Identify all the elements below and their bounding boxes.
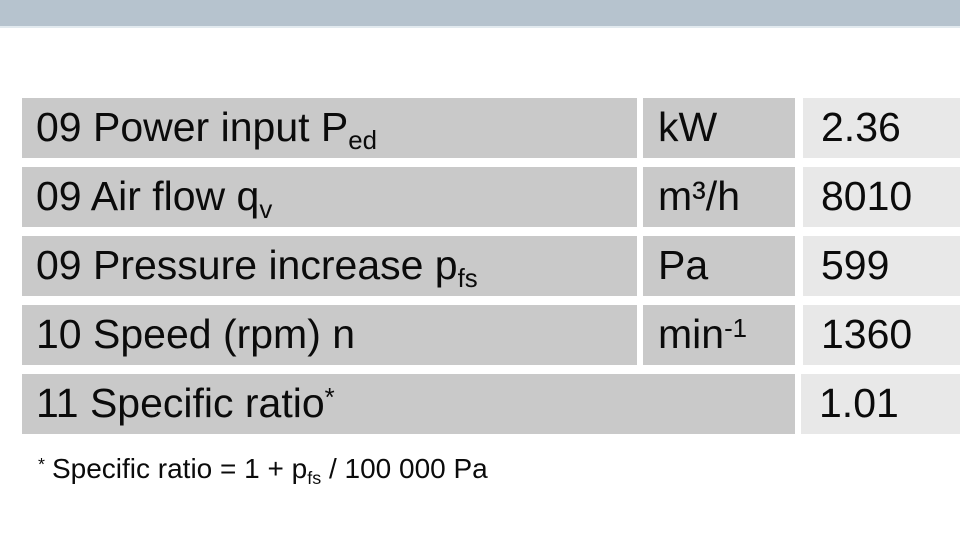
row-label-cell: 09 Power input Ped	[22, 98, 637, 158]
footnote-text: Specific ratio = 1 + p	[51, 453, 308, 484]
row-label-cell: 09 Air flow qv	[22, 167, 637, 227]
table-row: 09 Air flow qv m³/h 8010	[22, 167, 960, 227]
row-value: 8010	[821, 173, 913, 219]
row-value: 2.36	[821, 104, 901, 150]
row-unit: m³/h	[658, 173, 740, 219]
table-row: 11 Specific ratio* 1.01	[22, 374, 960, 434]
row-label: 09 Pressure increase p	[36, 242, 458, 288]
spec-table: 09 Power input Ped kW 2.36 09 Air flow q…	[22, 98, 960, 434]
row-value-cell: 8010	[803, 167, 960, 227]
footnote-subscript: fs	[307, 467, 322, 488]
footnote-tail: / 100 000 Pa	[321, 453, 488, 484]
row-label-subscript: fs	[457, 264, 478, 293]
row-value: 1.01	[819, 380, 899, 426]
row-label: 10 Speed (rpm) n	[36, 311, 356, 357]
row-value-cell: 599	[803, 236, 960, 296]
row-unit: Pa	[658, 242, 709, 288]
row-unit-cell: kW	[643, 98, 795, 158]
row-unit: kW	[658, 104, 718, 150]
row-label: 09 Air flow q	[36, 173, 260, 219]
row-value-cell: 2.36	[803, 98, 960, 158]
row-unit-cell: Pa	[643, 236, 795, 296]
row-label-cell: 09 Pressure increase pfs	[22, 236, 637, 296]
row-label-superscript: *	[324, 384, 335, 413]
row-value-cell: 1360	[803, 305, 960, 365]
table-row: 09 Pressure increase pfs Pa 599	[22, 236, 960, 296]
row-unit-superscript: -1	[724, 315, 748, 344]
footnote-marker: *	[38, 453, 45, 474]
row-label: 11 Specific ratio	[36, 380, 325, 426]
row-unit: min	[658, 311, 725, 357]
row-value-cell: 1.01	[801, 374, 960, 434]
footnote: * Specific ratio = 1 + pfs / 100 000 Pa	[22, 453, 960, 488]
row-label: 09 Power input P	[36, 104, 349, 150]
row-value: 1360	[821, 311, 913, 357]
row-label-cell: 10 Speed (rpm) n	[22, 305, 637, 365]
content-area: 09 Power input Ped kW 2.36 09 Air flow q…	[22, 98, 960, 488]
row-unit-cell: min-1	[643, 305, 795, 365]
row-unit-cell: m³/h	[643, 167, 795, 227]
table-row: 10 Speed (rpm) n min-1 1360	[22, 305, 960, 365]
row-label-cell: 11 Specific ratio*	[22, 374, 795, 434]
row-label-subscript: ed	[348, 126, 377, 155]
table-row: 09 Power input Ped kW 2.36	[22, 98, 960, 158]
row-value: 599	[821, 242, 890, 288]
top-accent-bar	[0, 0, 960, 28]
row-label-subscript: v	[259, 195, 273, 224]
